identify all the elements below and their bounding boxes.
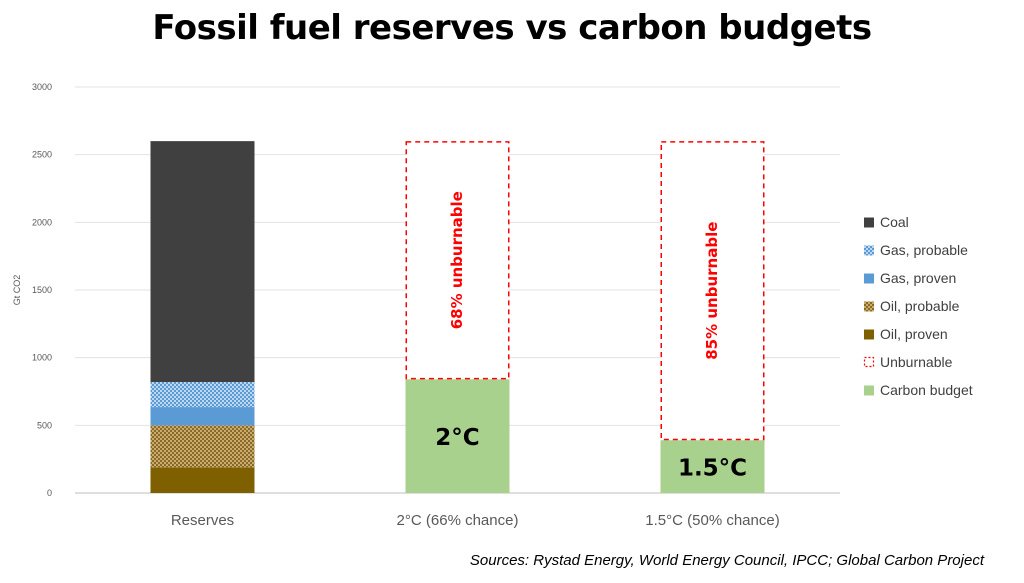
bar-segment-oil-proven (150, 467, 255, 493)
legend-swatch-oil-proven (864, 329, 874, 340)
x-tick-label: 2°C (66% chance) (397, 512, 519, 529)
budget-label: 2°C (435, 425, 479, 451)
legend-swatch-coal (864, 217, 874, 228)
legend: Coal Gas, probable Gas, proven Oil, probabl… (863, 214, 973, 398)
y-tick-label: 2500 (32, 150, 52, 160)
annotations: 68% unburnable 85% unburnable 2°C 1.5°C (435, 191, 747, 481)
legend-label: Unburnable (880, 354, 953, 370)
x-tick-label: Reserves (171, 512, 234, 529)
y-tick-label: 500 (37, 420, 52, 430)
legend-swatch-unburnable (863, 356, 875, 368)
x-axis-ticks: Reserves 2°C (66% chance) 1.5°C (50% chanc… (171, 512, 780, 529)
y-tick-label: 1500 (32, 285, 52, 295)
legend-label: Carbon budget (880, 382, 973, 398)
bar-segment-unburnable (660, 141, 765, 441)
unburnable-label: 85% unburnable (703, 222, 721, 360)
bar-segment-unburnable (405, 141, 510, 380)
bar-segment-carbon-budget (660, 440, 765, 493)
legend-swatch-gas-proven (864, 273, 874, 284)
legend-swatch-gas-probable (864, 245, 874, 256)
legend-swatch-carbon-budget (864, 385, 874, 396)
legend-label: Gas, proven (880, 270, 956, 286)
chart-title: Fossil fuel reserves vs carbon budgets (152, 8, 872, 48)
x-tick-label: 1.5°C (50% chance) (645, 512, 779, 529)
source-note: Sources: Rystad Energy, World Energy Cou… (469, 552, 984, 569)
bar-segment-gas-proven (150, 407, 255, 426)
legend-label: Coal (880, 214, 909, 230)
y-tick-label: 0 (47, 488, 52, 498)
y-axis-ticks: 0 500 1000 1500 2000 2500 3000 (32, 82, 52, 498)
y-tick-label: 2000 (32, 217, 52, 227)
legend-swatch-oil-probable (864, 301, 874, 312)
bar-segment-gas-probable (150, 382, 255, 408)
bars (150, 141, 765, 493)
y-tick-label: 1000 (32, 353, 52, 363)
legend-label: Gas, probable (880, 242, 968, 258)
y-axis-label: Gt CO2 (12, 275, 22, 306)
unburnable-label: 68% unburnable (448, 191, 466, 329)
legend-label: Oil, probable (880, 298, 960, 314)
legend-label: Oil, proven (880, 326, 948, 342)
bar-segment-carbon-budget (405, 379, 510, 493)
bar-segment-oil-probable (150, 425, 255, 468)
bar-segment-coal (150, 141, 255, 383)
y-tick-label: 3000 (32, 82, 52, 92)
budget-label: 1.5°C (678, 456, 747, 482)
